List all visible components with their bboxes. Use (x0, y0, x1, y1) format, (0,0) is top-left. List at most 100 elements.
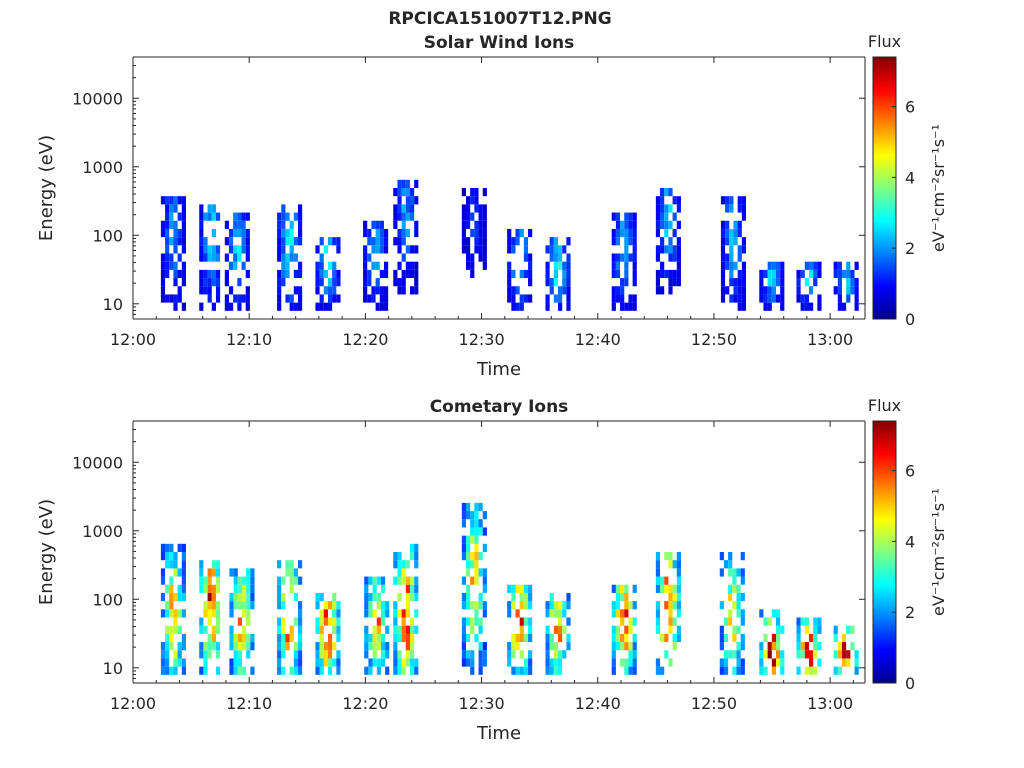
heatmap-cell (780, 278, 785, 287)
heatmap-cell (553, 294, 559, 303)
heatmap-cell (228, 286, 234, 295)
heatmap-cell (515, 302, 520, 311)
heatmap-cell (780, 625, 785, 634)
heatmap-cell (281, 642, 286, 651)
heatmap-cell (528, 253, 533, 262)
heatmap-cell (383, 286, 389, 295)
heatmap-cell (380, 576, 386, 585)
heatmap-cell (383, 228, 389, 238)
heatmap-cell (405, 625, 410, 634)
heatmap-cell (397, 212, 402, 221)
heatmap-cell (410, 269, 415, 279)
heatmap-cell (660, 204, 665, 213)
heatmap-cell (315, 302, 320, 311)
heatmap-cell (771, 294, 776, 303)
heatmap-cell (160, 286, 166, 295)
heatmap-cell (562, 269, 567, 279)
heatmap-cell (233, 245, 238, 254)
heatmap-cell (759, 278, 764, 287)
heatmap-cell (771, 633, 776, 643)
heatmap-cell (611, 642, 616, 651)
heatmap-cell (796, 642, 801, 651)
heatmap-cell (285, 253, 290, 262)
heatmap-cell (289, 237, 294, 246)
heatmap-cell (523, 601, 529, 610)
heatmap-cell (474, 543, 479, 552)
heatmap-cell (624, 212, 629, 221)
heatmap-cell (401, 666, 406, 675)
heatmap-cell (800, 650, 805, 659)
heatmap-cell (405, 179, 410, 188)
heatmap-cell (515, 666, 520, 675)
heatmap-cell (620, 220, 625, 229)
heatmap-cell (800, 269, 805, 279)
heatmap-cell (397, 592, 402, 602)
heatmap-cell (211, 302, 216, 311)
heatmap-cell (397, 261, 402, 270)
heatmap-cell (620, 642, 625, 651)
heatmap-cell (507, 609, 512, 618)
heatmap-cell (397, 552, 402, 561)
heatmap-cell (241, 237, 246, 246)
heatmap-cell (528, 294, 533, 303)
heatmap-cell (233, 666, 238, 675)
heatmap-cell (297, 269, 303, 279)
heatmap-cell (470, 617, 475, 626)
colorbar-gradient (872, 420, 897, 684)
heatmap-cell (233, 658, 238, 667)
heatmap-cell (482, 658, 487, 667)
heatmap-cell (237, 294, 242, 303)
heatmap-cell (177, 228, 182, 238)
heatmap-cell (203, 642, 208, 651)
heatmap-cell (461, 511, 466, 520)
heatmap-cell (720, 228, 726, 238)
heatmap-cell (393, 237, 398, 246)
heatmap-cell (237, 592, 242, 602)
heatmap-cell (367, 269, 372, 279)
heatmap-cell (511, 294, 516, 303)
heatmap-cell (809, 666, 814, 675)
heatmap-cell (466, 543, 471, 552)
heatmap-cell (224, 220, 229, 229)
heatmap-cell (363, 261, 368, 270)
heatmap-cell (211, 609, 216, 618)
heatmap-cell (732, 568, 737, 577)
heatmap-cell (401, 568, 406, 577)
heatmap-cell (336, 294, 341, 303)
heatmap-cell (523, 269, 529, 279)
heatmap-cell (211, 592, 216, 602)
heatmap-cell (474, 601, 479, 610)
heatmap-cell (177, 286, 182, 295)
heatmap-cell (478, 228, 483, 238)
heatmap-cell (482, 245, 487, 254)
heatmap-cell (736, 650, 741, 659)
heatmap-cell (177, 212, 182, 221)
heatmap-cell (515, 642, 520, 651)
heatmap-cell (833, 286, 838, 295)
heatmap-cell (165, 560, 170, 569)
heatmap-cell (367, 253, 372, 262)
heatmap-cell (720, 237, 726, 246)
heatmap-cell (289, 584, 294, 593)
heatmap-cell (315, 642, 320, 651)
heatmap-cell (511, 237, 516, 246)
heatmap-cell (720, 253, 726, 262)
heatmap-cell (241, 592, 247, 602)
heatmap-cell (553, 650, 559, 659)
heatmap-cell (397, 625, 402, 634)
heatmap-cell (319, 253, 324, 262)
heatmap-cell (297, 237, 303, 246)
heatmap-cell (363, 286, 368, 295)
heatmap-cell (277, 302, 282, 311)
heatmap-cell (767, 302, 772, 311)
heatmap-cell (461, 543, 466, 552)
heatmap-cell (385, 666, 390, 675)
heatmap-cell (461, 245, 466, 254)
heatmap-cell (549, 278, 554, 287)
heatmap-cell (181, 269, 186, 279)
heatmap-cell (558, 617, 563, 626)
heatmap-cell (523, 584, 529, 593)
heatmap-cell (293, 617, 298, 626)
heatmap-cell (660, 220, 665, 229)
heatmap-cell (519, 269, 524, 279)
